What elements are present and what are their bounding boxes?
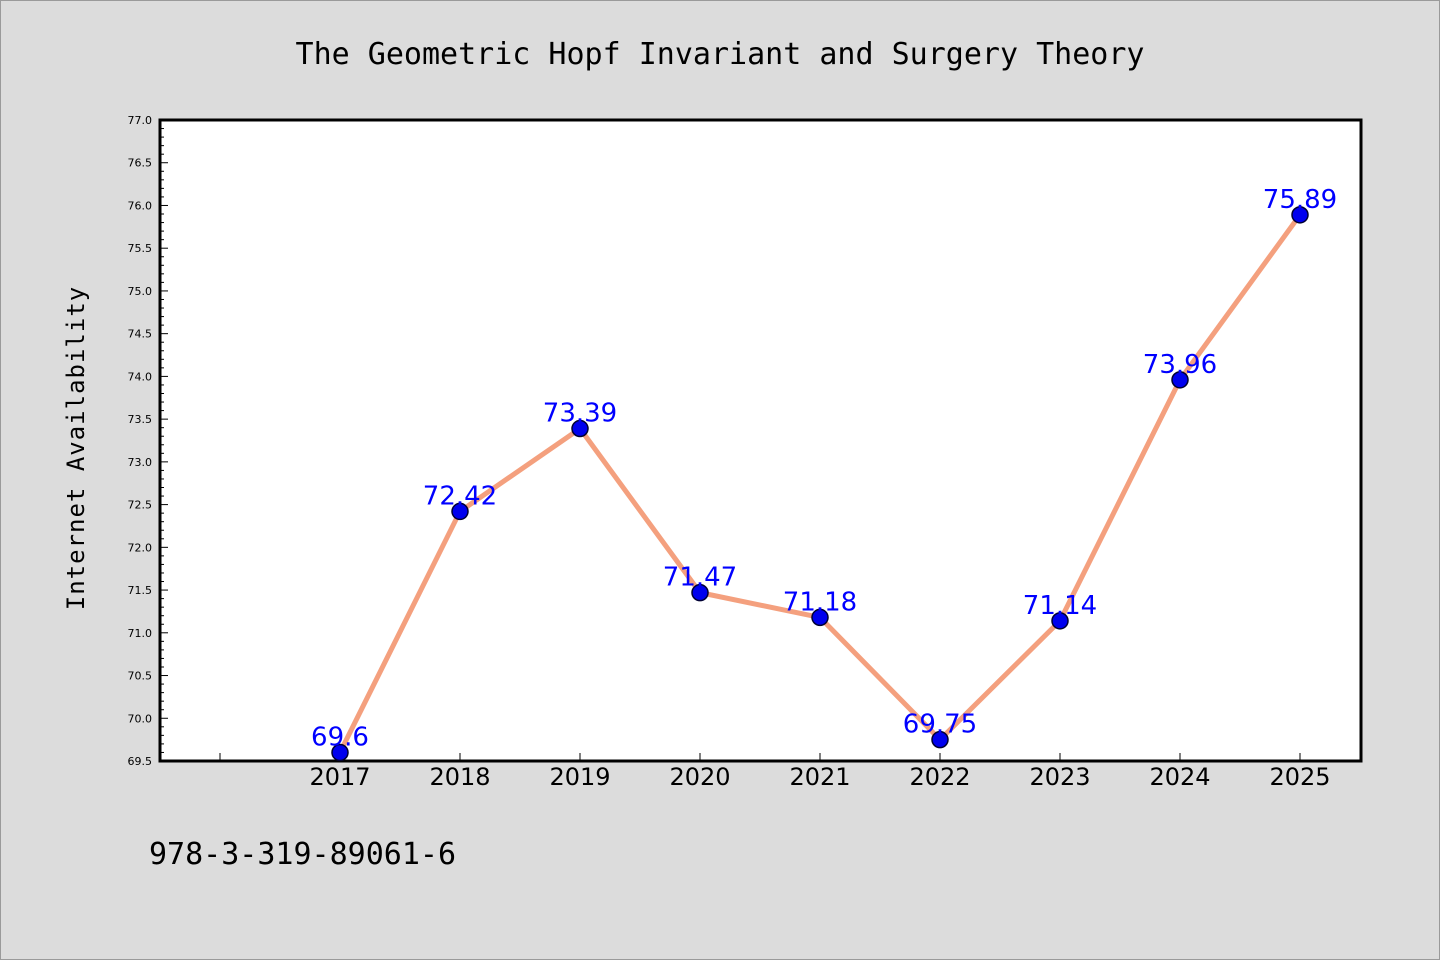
x-tick-label: 2017 (309, 763, 370, 791)
data-label: 71.14 (1023, 591, 1097, 621)
y-tick-label: 76.0 (128, 199, 153, 212)
y-tick-label: 70.0 (128, 712, 153, 725)
data-point (931, 730, 949, 749)
x-tick-label: 2025 (1269, 763, 1330, 791)
y-tick-label: 75.5 (128, 242, 153, 255)
y-tick-label: 71.0 (128, 627, 153, 640)
data-point (451, 502, 469, 521)
y-tick-label: 72.5 (128, 499, 153, 512)
data-point (331, 743, 349, 762)
data-point (811, 608, 829, 627)
data-point (1171, 371, 1189, 389)
x-tick-label: 2019 (549, 763, 610, 791)
y-tick-label: 76.5 (128, 157, 153, 170)
y-tick-label: 74.0 (128, 370, 153, 383)
y-axis-label: Internet Availability (62, 286, 90, 610)
x-tick-label: 2018 (429, 763, 490, 791)
y-tick-label: 75.0 (128, 285, 153, 298)
y-tick-label: 73.5 (128, 413, 153, 426)
data-label: 73.96 (1143, 350, 1217, 380)
data-label: 75.89 (1263, 185, 1337, 215)
data-label: 69.6 (311, 722, 369, 752)
data-label: 69.75 (903, 710, 977, 740)
x-tick-label: 2022 (909, 763, 970, 791)
y-tick-label: 77.0 (128, 114, 153, 127)
x-axis: 2017 2018 2019 2020 2021 2022 2023 2024 2025 (219, 753, 1331, 791)
y-tick-label: 70.5 (128, 670, 153, 683)
data-point (691, 583, 709, 602)
y-tick-label: 72.0 (128, 541, 153, 554)
chart-title: The Geometric Hopf Invariant and Surgery… (296, 37, 1145, 72)
isbn-footer: 978-3-319-89061-6 (149, 837, 456, 872)
x-tick-label: 2021 (789, 763, 850, 791)
data-label: 71.18 (783, 587, 857, 617)
x-tick-label: 2020 (669, 763, 730, 791)
y-axis: 69.5 70.0 70.5 71.0 71.5 72.0 72.5 73.0 73.5 74.0… (128, 114, 168, 768)
plot-area (158, 118, 1363, 763)
data-point (1051, 612, 1069, 630)
x-tick-label: 2024 (1149, 763, 1210, 791)
y-tick-label: 73.0 (128, 456, 153, 469)
x-tick-label: 2023 (1029, 763, 1090, 791)
series-layer (331, 206, 1309, 762)
data-label: 73.39 (543, 399, 617, 429)
data-point (1291, 206, 1309, 224)
data-point (571, 419, 589, 438)
data-label: 71.47 (663, 563, 737, 593)
y-tick-label: 71.5 (128, 584, 153, 597)
y-tick-label: 69.5 (128, 755, 153, 768)
data-label: 72.42 (423, 481, 497, 511)
y-tick-label: 74.5 (128, 328, 153, 341)
data-label-layer: 69.6 72.42 73.39 71.47 71.18 69.75 71.14 73.96 7… (311, 185, 1337, 753)
